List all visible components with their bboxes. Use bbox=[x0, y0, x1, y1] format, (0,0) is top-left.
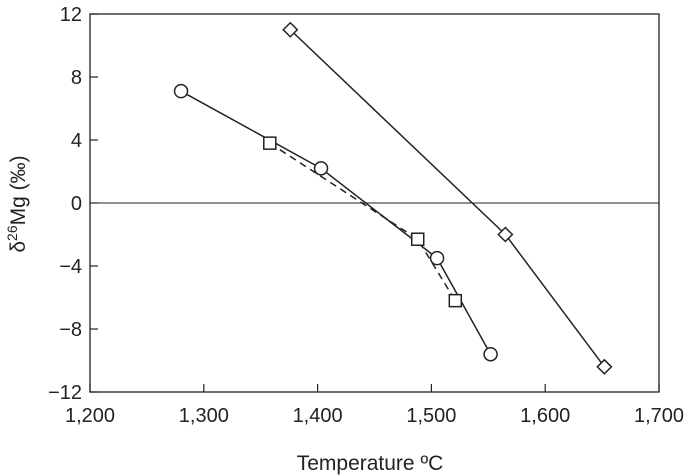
data-point-diamond bbox=[282, 21, 299, 38]
y-axis-title: δ26Mg (‰) bbox=[4, 155, 30, 252]
x-axis-title: Temperature ºC bbox=[297, 452, 444, 475]
data-point-circle bbox=[313, 161, 329, 176]
data-point-diamond bbox=[596, 358, 613, 375]
y-tick-label: −8 bbox=[59, 319, 82, 341]
x-tick-label: 1,700 bbox=[634, 405, 684, 427]
series-line-diamond bbox=[289, 29, 605, 368]
series-square bbox=[263, 136, 463, 308]
x-tick-label: 1,400 bbox=[293, 405, 343, 427]
y-tick-label: 8 bbox=[71, 67, 82, 89]
x-tick-label: 1,200 bbox=[65, 405, 115, 427]
y-tick-label: −12 bbox=[48, 382, 82, 404]
data-point-square bbox=[448, 293, 463, 308]
series-diamond bbox=[282, 21, 613, 375]
data-point-circle bbox=[429, 250, 445, 266]
data-point-square bbox=[263, 136, 277, 150]
data-point-square bbox=[410, 232, 425, 246]
y-tick-label: 12 bbox=[60, 4, 82, 26]
x-tick-label: 1,600 bbox=[520, 405, 570, 427]
data-point-circle bbox=[173, 83, 189, 99]
data-point-circle bbox=[483, 346, 498, 362]
series-line-square bbox=[269, 142, 456, 302]
y-tick-label: 0 bbox=[71, 193, 82, 215]
data-point-diamond bbox=[497, 226, 514, 243]
series-line-circle bbox=[180, 90, 492, 355]
y-tick-label: −4 bbox=[59, 256, 82, 278]
y-tick-label: 4 bbox=[71, 130, 82, 152]
series-layer bbox=[173, 21, 613, 375]
x-tick-label: 1,500 bbox=[406, 405, 456, 427]
series-circle bbox=[173, 83, 498, 362]
axis-ticks: 1,200 1,300 1,400 1,500 1,600 1,700 −12 −8 −4 0 4 8… bbox=[48, 4, 684, 427]
x-tick-label: 1,300 bbox=[179, 405, 229, 427]
